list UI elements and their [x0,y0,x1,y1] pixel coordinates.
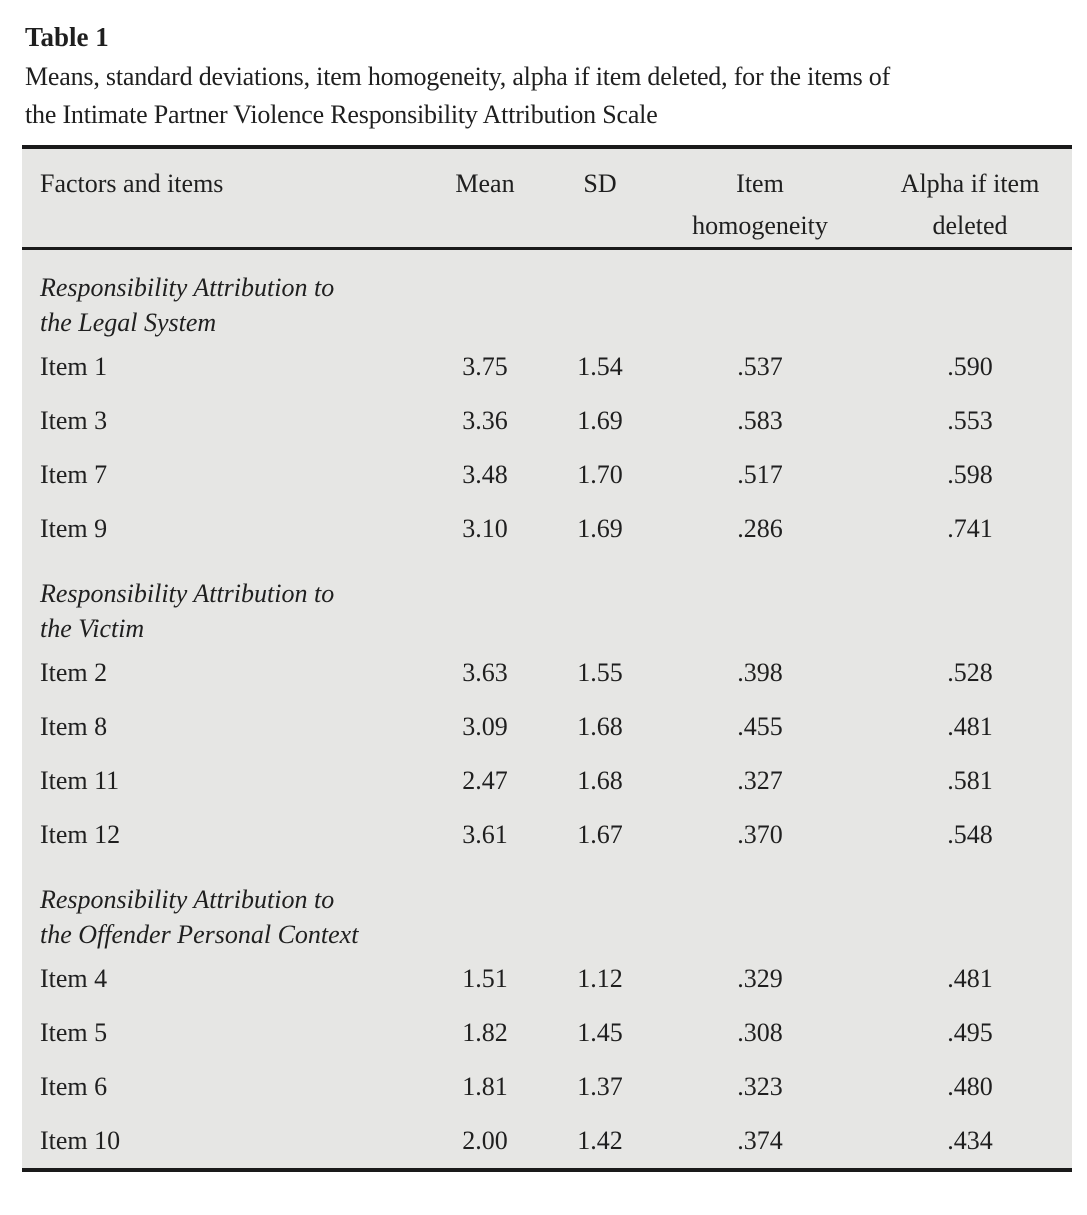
stats-table: Factors and items Mean SD Item homogenei… [22,145,1072,1172]
sd-value: 1.69 [577,514,623,543]
alpha-value: .434 [947,1126,993,1155]
homogeneity-value: .583 [737,406,783,435]
sd-value: 1.54 [577,352,623,381]
item-label: Item 7 [40,460,108,489]
homogeneity-value: .374 [737,1126,783,1155]
section-title-line: Responsibility Attribution to [40,885,335,914]
section-title-line: Responsibility Attribution to [40,579,335,608]
sd-value: 1.55 [577,658,623,687]
sd-value: 1.68 [577,766,623,795]
table-row: Item 2 3.63 1.55 .398 .528 [22,646,1072,700]
column-header-alpha-line: Alpha if item [900,169,1040,198]
item-label: Item 1 [40,352,108,381]
mean-value: 3.63 [462,658,508,687]
mean-value: 2.47 [462,766,508,795]
homogeneity-value: .517 [737,460,783,489]
mean-value: 3.61 [462,820,508,849]
table-caption-line: the Intimate Partner Violence Responsibi… [25,100,658,129]
table-row: Item 5 1.82 1.45 .308 .495 [22,1006,1072,1060]
column-header-homogeneity-line: Item [736,169,784,198]
item-label: Item 11 [40,766,120,795]
mean-value: 3.09 [462,712,508,741]
section-title-line: Responsibility Attribution to [40,273,335,302]
mean-value: 2.00 [462,1126,508,1155]
table-row: Item 10 2.00 1.42 .374 .434 [22,1114,1072,1168]
mean-value: 1.82 [462,1018,508,1047]
sd-value: 1.68 [577,712,623,741]
column-header-alpha-line: deleted [932,211,1008,240]
alpha-value: .548 [947,820,993,849]
table-row: Item 4 1.51 1.12 .329 .481 [22,952,1072,1006]
alpha-value: .528 [947,658,993,687]
table-heading-block: Table 1 Means, standard deviations, item… [25,20,1069,134]
table-body: Responsibility Attribution to the Legal … [22,250,1072,1168]
column-header-alpha: Alpha if item deleted [868,163,1072,247]
homogeneity-value: .286 [737,514,783,543]
table-row: Item 9 3.10 1.69 .286 .741 [22,502,1072,556]
sd-value: 1.37 [577,1072,623,1101]
homogeneity-value: .398 [737,658,783,687]
table-row: Item 8 3.09 1.68 .455 .481 [22,700,1072,754]
homogeneity-value: .323 [737,1072,783,1101]
section-title-legal-system: Responsibility Attribution to the Legal … [22,250,1072,340]
item-label: Item 5 [40,1018,108,1047]
homogeneity-value: .327 [737,766,783,795]
section-title-line: the Victim [40,614,145,643]
column-header-mean: Mean [455,169,515,198]
sd-value: 1.70 [577,460,623,489]
column-header-factors: Factors and items [40,169,224,198]
table-row: Item 3 3.36 1.69 .583 .553 [22,394,1072,448]
sd-value: 1.67 [577,820,623,849]
homogeneity-value: .370 [737,820,783,849]
column-header-homogeneity-line: homogeneity [692,211,828,240]
section-title-line: the Legal System [40,308,217,337]
alpha-value: .481 [947,964,993,993]
table-header-row: Factors and items Mean SD Item homogenei… [22,149,1072,250]
mean-value: 1.81 [462,1072,508,1101]
sd-value: 1.42 [577,1126,623,1155]
column-header-homogeneity: Item homogeneity [652,163,868,247]
homogeneity-value: .537 [737,352,783,381]
table-row: Item 11 2.47 1.68 .327 .581 [22,754,1072,808]
item-label: Item 6 [40,1072,108,1101]
homogeneity-value: .308 [737,1018,783,1047]
item-label: Item 12 [40,820,121,849]
table-row: Item 1 3.75 1.54 .537 .590 [22,340,1072,394]
item-label: Item 4 [40,964,108,993]
sd-value: 1.12 [577,964,623,993]
item-label: Item 3 [40,406,108,435]
item-label: Item 9 [40,514,108,543]
alpha-value: .480 [947,1072,993,1101]
section-title-offender-personal-context: Responsibility Attribution to the Offend… [22,862,1072,952]
mean-value: 3.48 [462,460,508,489]
alpha-value: .481 [947,712,993,741]
mean-value: 3.75 [462,352,508,381]
alpha-value: .590 [947,352,993,381]
homogeneity-value: .329 [737,964,783,993]
table-row: Item 7 3.48 1.70 .517 .598 [22,448,1072,502]
table-caption: Means, standard deviations, item homogen… [25,58,1069,134]
alpha-value: .495 [947,1018,993,1047]
section-title-line: the Offender Personal Context [40,920,359,949]
item-label: Item 10 [40,1126,121,1155]
table-row: Item 6 1.81 1.37 .323 .480 [22,1060,1072,1114]
table-row: Item 12 3.61 1.67 .370 .548 [22,808,1072,862]
mean-value: 1.51 [462,964,508,993]
mean-value: 3.36 [462,406,508,435]
sd-value: 1.69 [577,406,623,435]
sd-value: 1.45 [577,1018,623,1047]
mean-value: 3.10 [462,514,508,543]
alpha-value: .553 [947,406,993,435]
item-label: Item 8 [40,712,108,741]
item-label: Item 2 [40,658,108,687]
alpha-value: .598 [947,460,993,489]
table-label: Table 1 [25,22,109,52]
table-caption-line: Means, standard deviations, item homogen… [25,62,891,91]
alpha-value: .581 [947,766,993,795]
homogeneity-value: .455 [737,712,783,741]
section-title-victim: Responsibility Attribution to the Victim [22,556,1072,646]
alpha-value: .741 [947,514,993,543]
column-header-sd: SD [583,169,617,198]
